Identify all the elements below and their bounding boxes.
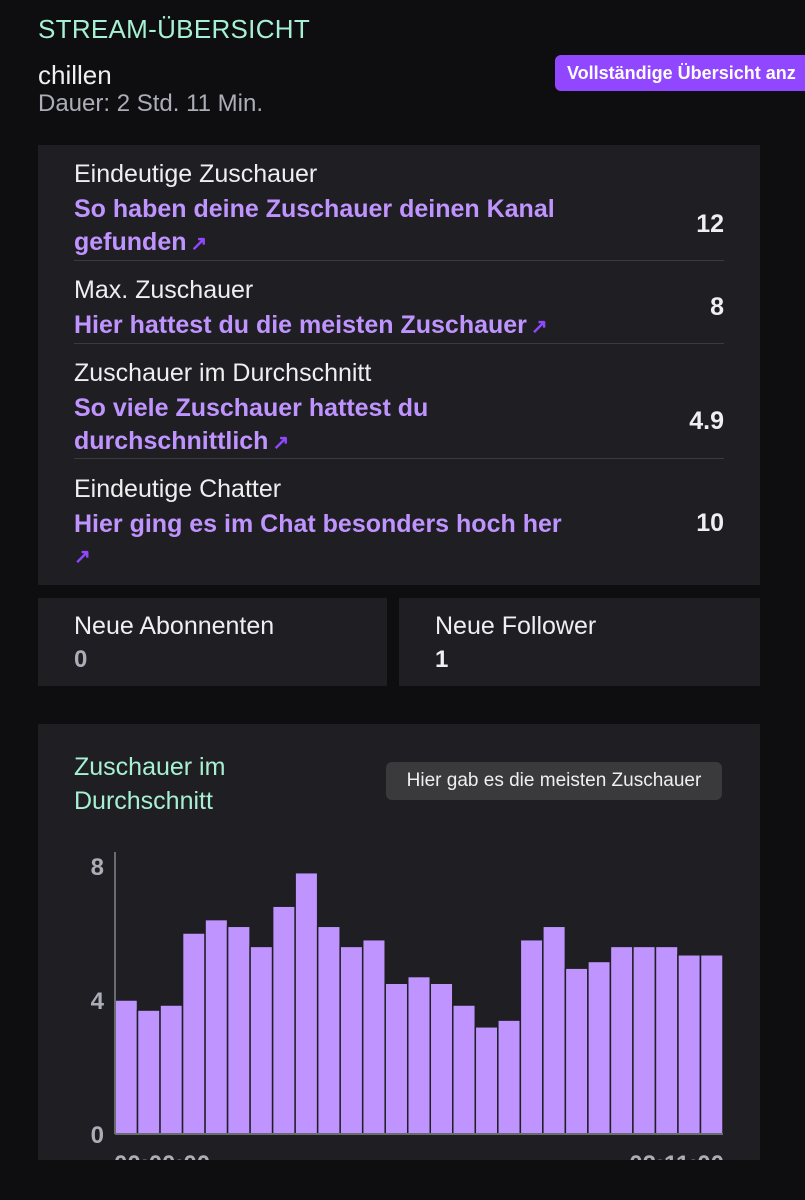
new-followers-label: Neue Follower [435,612,597,640]
chart-title: Zuschauer im Durchschnitt [74,753,226,815]
chart-bar [114,999,139,1135]
chart-bar [271,905,296,1135]
chart-bar [249,945,274,1135]
stat-value: 12 [696,210,724,238]
stat-link[interactable]: So viele Zuschauer hattest du durchschni… [74,394,429,455]
chart-bar [136,1009,161,1135]
new-followers-value: 1 [435,646,449,673]
chart-bar [384,982,409,1135]
chart-bar [429,982,454,1135]
chart-bar [181,932,206,1135]
chart-x-tick-label: 02:11:00 [629,1151,724,1160]
chart-bar [519,938,544,1135]
average-viewers-chart-card: Zuschauer im Durchschnitt Hier gab es di… [38,724,760,1160]
chart-bar [542,925,567,1135]
stat-title: Eindeutige Chatter [74,475,282,503]
chart-bar [587,960,612,1135]
chart-x-tick-label: 00:00:00 [114,1151,210,1160]
stat-row-max-viewers: Max. Zuschauer Hier hattest du die meist… [74,276,724,344]
arrow-up-right-icon: ↗ [272,432,290,454]
new-subscribers-label: Neue Abonnenten [74,612,275,640]
page-title: STREAM-ÜBERSICHT [38,14,311,44]
chart-y-tick-label: 8 [91,854,104,881]
chart-bar [474,1026,499,1135]
chart-bar [159,1004,184,1135]
chart-bar [361,938,386,1135]
stream-duration: Dauer: 2 Std. 11 Min. [38,90,263,117]
stat-row-unique-viewers: Eindeutige Zuschauer So haben deine Zusc… [74,160,724,261]
chart-bar [204,918,229,1135]
stats-card: Eindeutige Zuschauer So haben deine Zusc… [38,145,760,585]
new-subscribers-card: Neue Abonnenten 0 [38,598,387,686]
viewers-bar-chart: 0 4 8 00:00:00 02:11:00 [91,852,724,1160]
chart-bar [632,945,657,1135]
stat-row-average-viewers: Zuschauer im Durchschnitt So viele Zusch… [74,359,724,459]
full-overview-button[interactable]: Vollständige Übersicht anz [555,55,805,91]
stat-value: 8 [710,293,724,321]
arrow-up-right-icon: ↗ [190,233,208,255]
chart-bar [677,954,702,1135]
arrow-up-right-icon: ↗ [74,546,91,568]
chart-bar [654,945,679,1135]
arrow-up-right-icon: ↗ [530,316,548,338]
chart-bar [452,1004,477,1135]
new-followers-card: Neue Follower 1 [399,598,760,686]
stat-link[interactable]: Hier hattest du die meisten Zuschauer ↗ [74,311,548,339]
chart-y-tick-label: 0 [91,1122,104,1149]
stat-title: Eindeutige Zuschauer [74,160,318,188]
chart-bar [497,1019,522,1135]
stat-link[interactable]: Hier ging es im Chat besonders hoch her ↗ [74,508,614,574]
stat-title: Zuschauer im Durchschnitt [74,359,372,387]
chart-bar [406,975,432,1135]
chart-y-tick-label: 4 [91,988,105,1015]
stat-row-unique-chatters: Eindeutige Chatter Hier ging es im Chat … [74,475,724,575]
chart-bar [316,925,341,1135]
chart-tooltip: Hier gab es die meisten Zuschauer [386,762,722,800]
stat-value: 4.9 [689,407,724,435]
new-subscribers-value: 0 [74,646,88,673]
chart-bar [699,954,724,1135]
chart-bar [294,871,319,1135]
chart-bar [226,925,251,1135]
chart-bar [564,967,589,1135]
stat-link[interactable]: So haben deine Zuschauer deinen Kanal ge… [74,195,555,256]
stat-title: Max. Zuschauer [74,276,254,304]
chart-bar [339,945,364,1135]
stat-value: 10 [696,509,724,537]
stream-name: chillen [38,60,112,90]
chart-bar [609,945,634,1135]
